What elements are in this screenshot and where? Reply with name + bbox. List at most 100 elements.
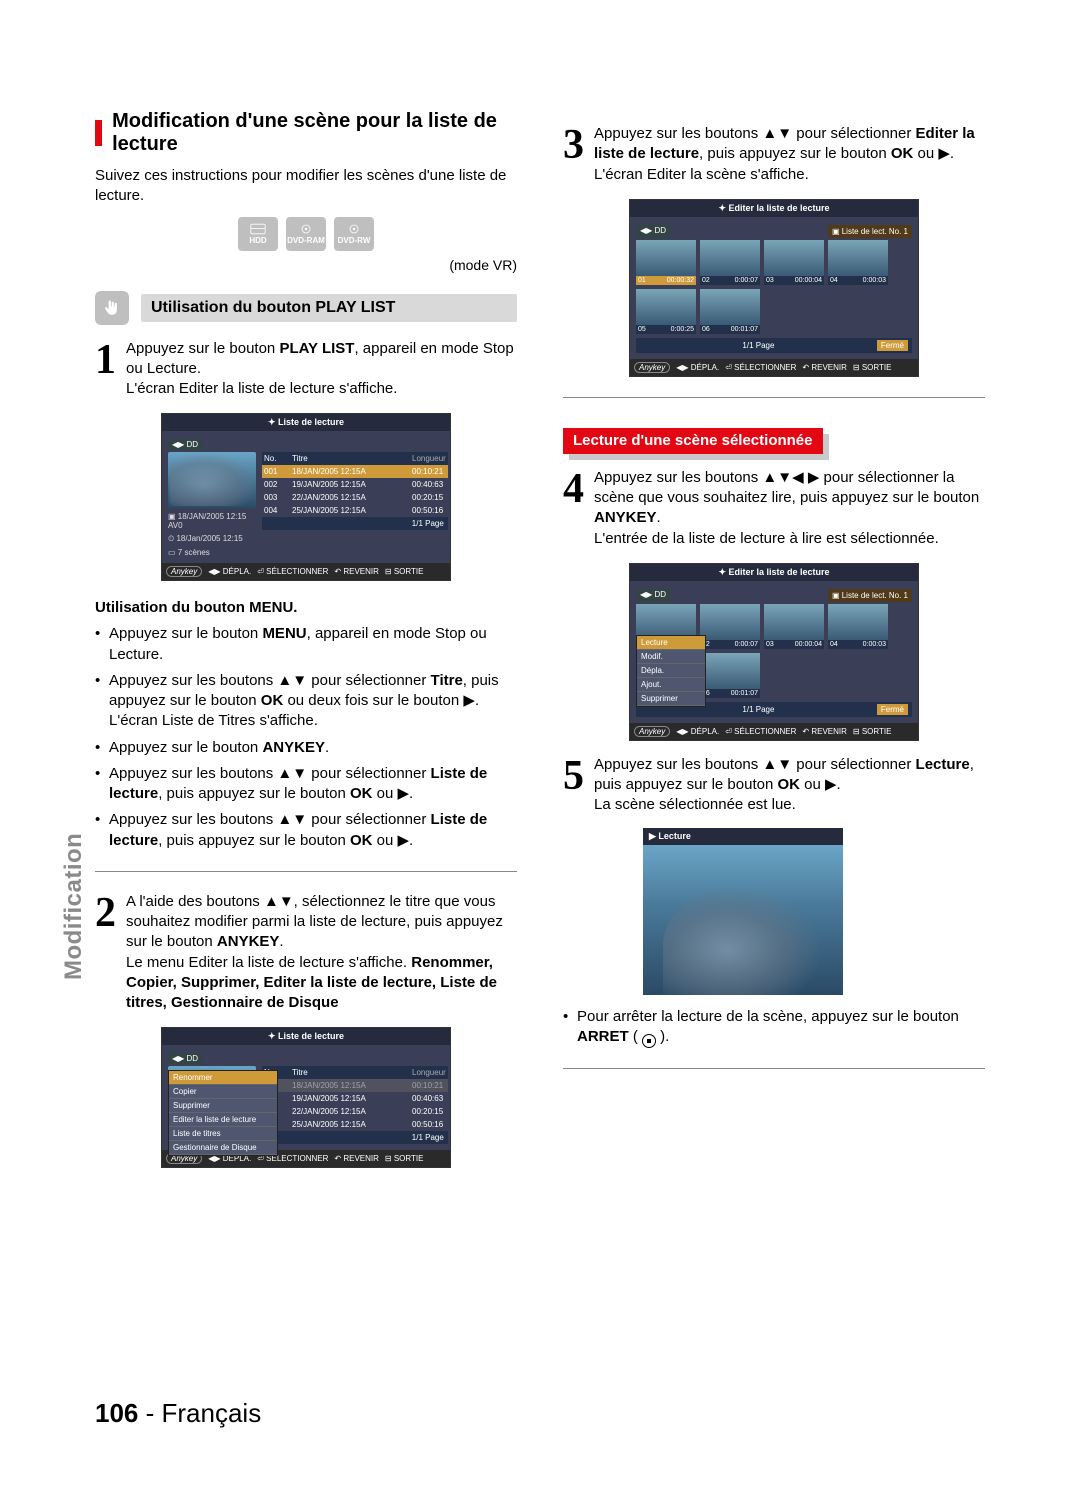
scene-cell: 0300:00:04	[764, 240, 824, 285]
context-menu: LectureModif.Dépla.Ajout.Supprimer	[636, 635, 706, 707]
context-menu: RenommerCopierSupprimerEditer la liste d…	[168, 1070, 278, 1156]
stop-instruction: Pour arrêter la lecture de la scène, app…	[563, 1007, 985, 1048]
table-row: 00118/JAN/2005 12:15A00:10:21	[262, 465, 448, 478]
scene-cell: 040:00:03	[828, 604, 888, 649]
dvd-rw-icon: DVD-RW	[334, 217, 374, 251]
step-number: 4	[563, 468, 584, 549]
source-label: ◀▶ DD	[168, 439, 202, 450]
thumbnail	[168, 452, 256, 508]
table-row: 00219/JAN/2005 12:15A00:40:63	[262, 478, 448, 491]
playback-screenshot: ▶ Lecture	[643, 828, 843, 995]
table-row: 00118/JAN/2005 12:15A00:10:21	[262, 1079, 448, 1092]
list-rows: 00118/JAN/2005 12:15A00:10:2100219/JAN/2…	[262, 1079, 448, 1131]
scene-cell: 040:00:03	[828, 240, 888, 285]
column-headers: No. Titre Longueur	[262, 452, 448, 465]
menu-item: Ajout.	[637, 678, 705, 692]
menu-item: Dépla.	[637, 664, 705, 678]
page-footer: 106 - Français	[95, 1398, 261, 1429]
separator	[95, 871, 517, 872]
meta-scenes: ▭ 7 scènes	[168, 548, 262, 557]
red-subheading: Lecture d'une scène sélectionnée	[563, 428, 985, 454]
step-5: 5 Appuyez sur les boutons ▲▼ pour sélect…	[563, 755, 985, 816]
step-3: 3 Appuyez sur les boutons ▲▼ pour sélect…	[563, 124, 985, 185]
stop-icon	[642, 1034, 656, 1048]
screen-title: ✦ Liste de lecture	[268, 417, 344, 427]
playback-title: ▶ Lecture	[643, 828, 843, 845]
playlist-subhead-row: Utilisation du bouton PLAY LIST	[95, 291, 517, 325]
playback-image	[643, 845, 843, 995]
menu-instructions: Appuyez sur le bouton MENU, appareil en …	[95, 624, 517, 851]
scene-cell: 0300:00:04	[764, 604, 824, 649]
menu-item: Modif.	[637, 650, 705, 664]
dvd-ram-label: DVD-RAM	[287, 236, 325, 245]
menu-subhead: Utilisation du bouton MENU.	[95, 599, 517, 616]
table-row: 00322/JAN/2005 12:15A00:20:15	[262, 491, 448, 504]
section-tab: Modification	[60, 833, 88, 980]
menu-item: Renommer	[169, 1071, 277, 1085]
step-4: 4 Appuyez sur les boutons ▲▼◀ ▶ pour sél…	[563, 468, 985, 549]
menu-item: Supprimer	[169, 1099, 277, 1113]
step-2: 2 A l'aide des boutons ▲▼, sélectionnez …	[95, 892, 517, 1014]
meta-time: ⏲ 18/Jan/2005 12:15	[168, 534, 262, 544]
instruction-item: Appuyez sur le bouton ANYKEY.	[95, 738, 517, 758]
two-column-layout: Modification d'une scène pour la liste d…	[95, 110, 985, 1182]
stop-note: Pour arrêter la lecture de la scène, app…	[563, 1007, 985, 1048]
scene-cell: 050:00:25	[636, 289, 696, 334]
table-row: 00322/JAN/2005 12:15A00:20:15	[262, 1105, 448, 1118]
meta-date: ▣ 18/JAN/2005 12:15 AV0	[168, 512, 262, 530]
page-language: Français	[162, 1398, 262, 1428]
media-icons: HDD DVD-RAM DVD-RW	[95, 217, 517, 251]
edit-scene-screen: ✦ Editer la liste de lecture ◀▶ DD▣ List…	[629, 199, 919, 377]
left-column: Modification d'une scène pour la liste d…	[95, 110, 517, 1182]
scene-cell: 020:00:07	[700, 240, 760, 285]
step-text: Appuyez sur les boutons ▲▼ pour sélectio…	[594, 124, 985, 185]
instruction-item: Appuyez sur les boutons ▲▼ pour sélectio…	[95, 671, 517, 732]
table-row: 00219/JAN/2005 12:15A00:40:63	[262, 1092, 448, 1105]
step-text: A l'aide des boutons ▲▼, sélectionnez le…	[126, 892, 517, 1014]
instruction-item: Appuyez sur les boutons ▲▼ pour sélectio…	[95, 764, 517, 805]
screen-footer: Anykey ◀▶ DÉPLA. ⏎ SÉLECTIONNER ↶ REVENI…	[162, 563, 450, 580]
manual-page: Modification Modification d'une scène po…	[0, 0, 1080, 1487]
step-text: Appuyez sur les boutons ▲▼ pour sélectio…	[594, 755, 985, 816]
step-text: Appuyez sur le bouton PLAY LIST, apparei…	[126, 339, 517, 400]
playlist-screen-menu: ✦ Liste de lecture ◀▶ DD No. Titre Longu…	[161, 1027, 451, 1168]
page-number: 106	[95, 1398, 138, 1428]
section-heading: Modification d'une scène pour la liste d…	[95, 110, 517, 156]
scene-cell: 0600:01:07	[700, 653, 760, 698]
hdd-label: HDD	[249, 236, 266, 245]
separator	[563, 1068, 985, 1069]
separator	[563, 397, 985, 398]
playlist-subhead: Utilisation du bouton PLAY LIST	[141, 294, 517, 322]
step-1: 1 Appuyez sur le bouton PLAY LIST, appar…	[95, 339, 517, 400]
menu-item: Supprimer	[637, 692, 705, 706]
edit-scene-screen-menu: ✦ Editer la liste de lecture ◀▶ DD▣ List…	[629, 563, 919, 741]
step-number: 2	[95, 892, 116, 1014]
page-indicator: 1/1 Page	[262, 517, 448, 530]
menu-item: Lecture	[637, 636, 705, 650]
instruction-item: Appuyez sur les boutons ▲▼ pour sélectio…	[95, 810, 517, 851]
hdd-icon: HDD	[238, 217, 278, 251]
right-column: 3 Appuyez sur les boutons ▲▼ pour sélect…	[563, 110, 985, 1182]
red-subheading-text: Lecture d'une scène sélectionnée	[563, 428, 823, 454]
scene-cell: 0600:01:07	[700, 289, 760, 334]
table-row: 00425/JAN/2005 12:15A00:50:16	[262, 504, 448, 517]
mode-label: (mode VR)	[95, 257, 517, 273]
list-rows: 00118/JAN/2005 12:15A00:10:2100219/JAN/2…	[262, 465, 448, 517]
menu-item: Gestionnaire de Disque	[169, 1141, 277, 1155]
scene-cell: 020:00:07	[700, 604, 760, 649]
table-row: 00425/JAN/2005 12:15A00:50:16	[262, 1118, 448, 1131]
intro-text: Suivez ces instructions pour modifier le…	[95, 166, 517, 207]
menu-item: Copier	[169, 1085, 277, 1099]
step-number: 3	[563, 124, 584, 185]
playlist-screen: ✦ Liste de lecture ◀▶ DD ▣ 18/JAN/2005 1…	[161, 413, 451, 581]
red-bar-icon	[95, 120, 102, 146]
heading-text: Modification d'une scène pour la liste d…	[112, 110, 517, 156]
menu-item: Liste de titres	[169, 1127, 277, 1141]
step-number: 1	[95, 339, 116, 400]
step-text: Appuyez sur les boutons ▲▼◀ ▶ pour sélec…	[594, 468, 985, 549]
menu-item: Editer la liste de lecture	[169, 1113, 277, 1127]
scene-cell: 0100:00:32	[636, 240, 696, 285]
step-number: 5	[563, 755, 584, 816]
dvd-ram-icon: DVD-RAM	[286, 217, 326, 251]
instruction-item: Appuyez sur le bouton MENU, appareil en …	[95, 624, 517, 665]
